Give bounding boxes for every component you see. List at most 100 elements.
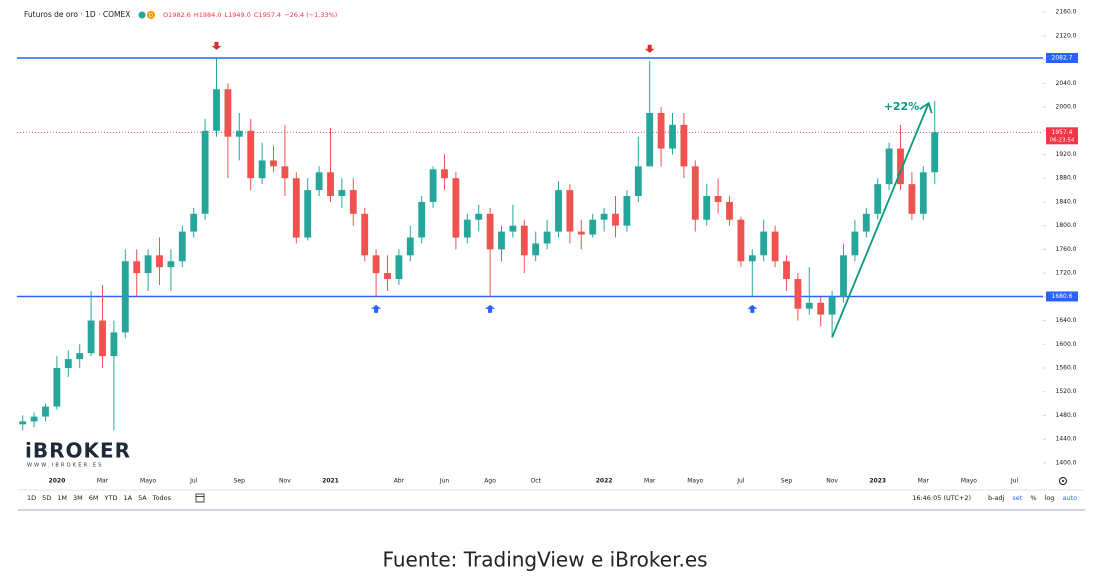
range-button[interactable]: 3M [73,494,83,502]
option-button[interactable]: % [1030,494,1036,502]
y-tick-label: 1760.0 [1056,246,1077,253]
range-button[interactable]: 5D [42,494,51,502]
candle-body [133,261,141,274]
candle-body [156,255,163,268]
calendar-icon[interactable] [195,493,205,503]
x-tick-label: Sep [234,478,246,485]
option-button[interactable]: b-adj [988,494,1005,502]
y-tick-label: 1920.0 [1056,151,1077,158]
x-tick-label: Abr [394,478,405,485]
range-button[interactable]: 5A [138,494,147,502]
top-arrow [211,41,222,50]
candle-body [885,148,893,185]
x-tick-label: Mayo [687,478,703,485]
candle-body [851,231,859,256]
candle-body [486,213,494,250]
candle-body [714,196,722,202]
candle-body [429,169,437,202]
level-label: 2082.7 [1052,54,1073,61]
x-tick-label: Sep [781,478,793,485]
candle-body [919,172,927,214]
candle-body [509,225,517,232]
x-tick-label: 2021 [322,478,339,485]
level-badge [1046,291,1078,302]
x-tick-label: 2020 [49,478,66,485]
bottom-arrow [485,304,496,313]
candle-body [760,231,768,256]
candle-body [646,112,654,167]
ohlc: L1949.0 [225,11,251,19]
candle-body [258,160,266,179]
candle-body [76,353,84,360]
x-tick-label: Mayo [961,478,977,485]
status-dot [138,11,146,19]
ohlc: H1984.0 [194,11,222,19]
y-tick-label: 1560.0 [1056,364,1077,371]
candle-body [121,261,129,333]
range-button[interactable]: YTD [104,494,118,502]
candle-body [452,178,460,238]
candle-body [703,196,711,220]
candle-body [441,169,448,179]
time-label: 16:46:05 (UTC+2) [912,494,971,502]
range-button[interactable]: 1A [123,494,132,502]
candle-body [30,416,38,422]
range-button[interactable]: 1M [57,494,67,502]
range-button[interactable]: 6M [89,494,99,502]
candle-body [566,190,574,232]
candle-body [532,243,540,256]
candle-body [737,219,745,262]
candle-body [623,196,631,226]
candle-body [463,219,471,238]
x-tick-label: Nov [279,478,291,485]
last-price-badge [1046,127,1078,145]
y-tick-label: 2120.0 [1056,32,1077,39]
range-button[interactable]: 1D [27,494,36,502]
option-button[interactable]: set [1012,494,1022,502]
candle-body [418,201,426,238]
candle-body [349,190,357,214]
candle-body [338,190,346,197]
candle-body [190,213,198,232]
candle-body [908,184,916,214]
ohlc: C1957.4 [254,11,281,19]
x-tick-label: Ago [484,478,496,485]
range-button[interactable]: Todos [152,494,172,502]
y-tick-label: 2160.0 [1056,9,1077,16]
candle-body [612,213,619,226]
watermark-brand: iBROKER [25,439,131,463]
candle-body [520,225,528,256]
candle-body [805,302,813,309]
candle-body [931,132,939,173]
trend-arrowhead [919,101,933,114]
candle-body [817,302,825,315]
candle-body [555,190,562,232]
y-tick-label: 1880.0 [1056,175,1077,182]
candle-body [87,320,95,354]
candle-body [726,201,733,220]
x-tick-label: Mar [918,478,930,485]
y-tick-label: 2040.0 [1056,80,1077,87]
candle-body [634,166,642,197]
x-tick-label: 2023 [869,478,886,485]
candle-body [19,421,27,425]
candle-body [235,130,243,137]
candle-body [680,124,688,167]
settings-icon[interactable] [1059,477,1067,485]
y-tick-label: 2000.0 [1056,104,1077,111]
option-button[interactable]: auto [1062,494,1077,502]
candle-body [372,255,380,274]
ohlc: O1982.6 [163,11,191,19]
candle-body [589,219,597,235]
x-tick-label: Jul [1010,478,1019,485]
candle-body [99,320,106,357]
option-button[interactable]: log [1045,494,1055,502]
x-tick-label: Mayo [140,478,156,485]
candle-body [167,261,175,268]
candle-body [897,148,904,185]
candle-body [315,172,323,191]
candle-body [862,213,870,232]
candle-body [600,213,608,220]
